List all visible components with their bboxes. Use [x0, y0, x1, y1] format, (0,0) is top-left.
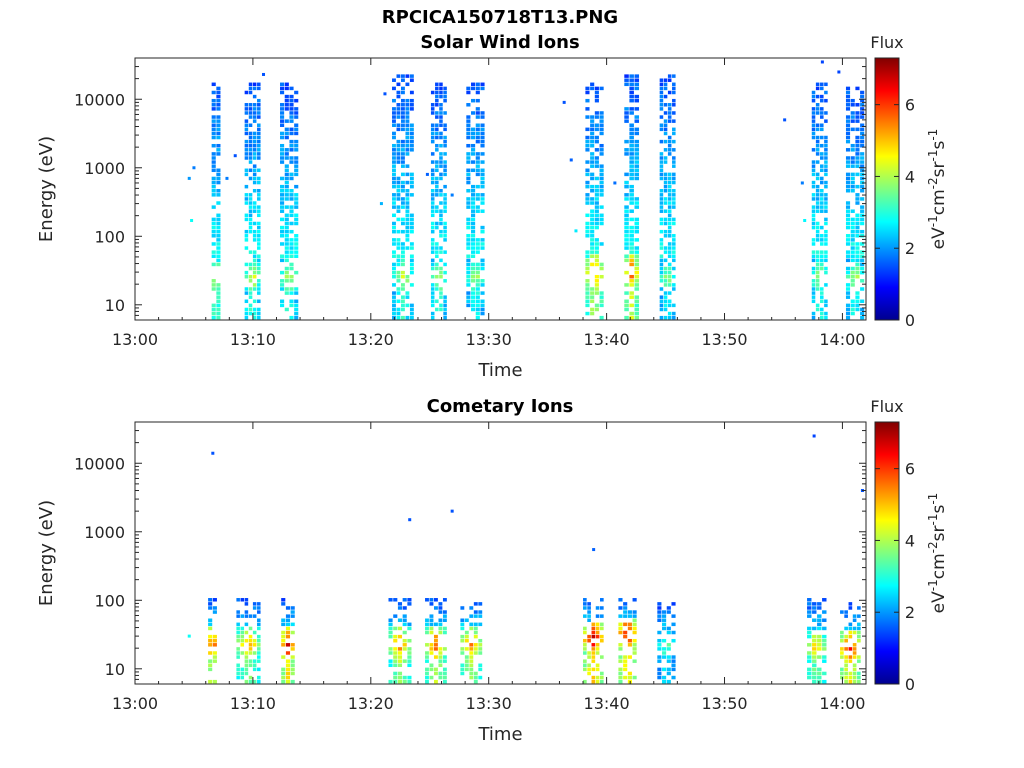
x-axis-label: Time — [477, 360, 522, 381]
y-tick-label: 10 — [105, 296, 125, 315]
y-axis-label: Energy (eV) — [36, 500, 57, 606]
colorbar-tick-label: 6 — [905, 96, 915, 115]
isolated-point — [450, 509, 454, 513]
isolated-point — [562, 100, 566, 104]
burst-9 — [657, 602, 676, 684]
y-tick-label: 10 — [105, 660, 125, 679]
x-tick-label: 13:30 — [466, 694, 512, 713]
x-tick-label: 13:20 — [348, 694, 394, 713]
burst-9 — [659, 74, 676, 320]
isolated-point — [803, 218, 807, 222]
isolated-point — [569, 158, 573, 162]
y-tick-label: 100 — [94, 227, 125, 246]
burst-1 — [208, 598, 217, 684]
isolated-point — [211, 451, 215, 455]
isolated-point — [262, 72, 266, 76]
y-tick-label: 10000 — [74, 90, 125, 109]
burst-2 — [236, 598, 261, 684]
x-tick-label: 14:00 — [819, 694, 865, 713]
burst-6 — [460, 602, 483, 684]
isolated-point — [379, 202, 383, 206]
panel-solar-wind: 13:00 13:10 13:20 13:30 13:40 13:50 14:00 10 100… — [36, 33, 949, 381]
isolated-point — [592, 548, 596, 552]
colorbar-unit-label: eV-1cm-2sr-1s-1 — [926, 129, 949, 250]
burst-11 — [840, 602, 861, 684]
colorbar-tick-label: 2 — [905, 603, 915, 622]
isolated-point — [837, 70, 841, 74]
x-tick-label: 13:00 — [112, 694, 158, 713]
burst-5 — [430, 82, 447, 320]
y-tick-label: 100 — [94, 591, 125, 610]
plot-frame — [134, 421, 867, 685]
panel-cometary: 13:00 13:10 13:20 13:30 13:40 13:50 14:00 10 100… — [36, 397, 949, 745]
isolated-point — [574, 229, 578, 233]
y-tick-label: 1000 — [84, 159, 125, 178]
y-tick-label: 1000 — [84, 523, 125, 542]
isolated-point — [187, 634, 191, 638]
colorbar-unit-label: eV-1cm-2sr-1s-1 — [926, 493, 949, 614]
y-axis-label: Energy (eV) — [36, 136, 57, 242]
isolated-point — [820, 60, 824, 64]
isolated-point — [190, 218, 194, 222]
colorbar-tick-label: 4 — [905, 167, 915, 186]
burst-2 — [244, 82, 261, 320]
burst-3 — [280, 82, 299, 320]
x-tick-label: 13:50 — [701, 694, 747, 713]
x-axis-label: Time — [477, 724, 522, 745]
colorbar: 0 2 4 6 Flux eV-1cm-2sr-1s-1 — [870, 397, 949, 694]
panel-title-solar-wind: Solar Wind Ions — [420, 32, 580, 53]
x-tick-label: 14:00 — [819, 330, 865, 349]
burst-3 — [281, 598, 295, 684]
isolated-point — [425, 172, 429, 176]
colorbar-tick-label: 0 — [905, 675, 915, 694]
burst-7 — [583, 598, 604, 684]
burst-10 — [807, 598, 827, 684]
isolated-point — [192, 166, 196, 170]
colorbar-title: Flux — [870, 33, 903, 52]
burst-1 — [211, 82, 221, 320]
x-tick-label: 13:30 — [466, 330, 512, 349]
colorbar-tick-label: 2 — [905, 239, 915, 258]
panel-title-cometary: Cometary Ions — [426, 396, 574, 417]
burst-10 — [811, 82, 828, 320]
figure-title: RPCICA150718T13.PNG — [381, 7, 619, 28]
isolated-point — [800, 181, 804, 185]
x-tick-label: 13:40 — [584, 694, 630, 713]
burst-11 — [845, 86, 865, 320]
colorbar-tick-label: 4 — [905, 531, 915, 550]
isolated-point — [613, 181, 617, 185]
isolated-point — [225, 176, 229, 180]
isolated-point — [812, 434, 816, 438]
x-tick-label: 13:40 — [584, 330, 630, 349]
data-cells — [187, 60, 865, 320]
isolated-point — [187, 176, 191, 180]
burst-4 — [388, 598, 412, 684]
colorbar-tick-label: 6 — [905, 460, 915, 479]
colorbar-tick-label: 0 — [905, 311, 915, 330]
x-tick-label: 13:00 — [112, 330, 158, 349]
burst-6 — [466, 82, 485, 320]
x-tick-label: 13:50 — [701, 330, 747, 349]
isolated-point — [450, 193, 454, 197]
y-tick-label: 10000 — [74, 454, 125, 473]
isolated-point — [408, 518, 412, 522]
colorbar-title: Flux — [870, 397, 903, 416]
burst-8 — [618, 598, 637, 684]
isolated-point — [233, 154, 237, 158]
burst-8 — [624, 74, 640, 320]
isolated-point — [383, 92, 387, 96]
x-tick-label: 13:10 — [230, 694, 276, 713]
colorbar: 0 2 4 6 Flux eV-1cm-2sr-1s-1 — [870, 33, 949, 330]
isolated-point — [783, 118, 787, 122]
data-cells — [187, 434, 864, 684]
x-tick-label: 13:10 — [230, 330, 276, 349]
plot-frame — [134, 57, 867, 321]
x-tick-label: 13:20 — [348, 330, 394, 349]
burst-5 — [425, 598, 447, 684]
burst-7 — [585, 82, 604, 320]
burst-4 — [392, 74, 414, 320]
